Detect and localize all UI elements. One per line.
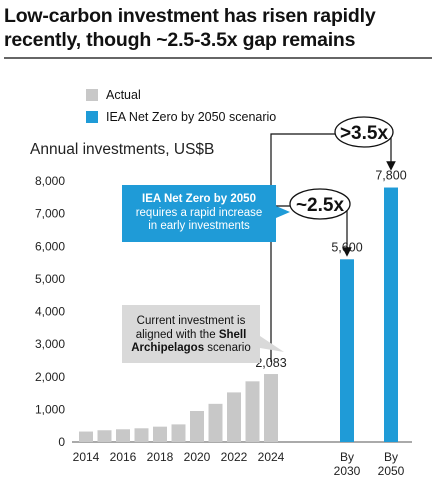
current-callout-shell: Shell — [218, 328, 247, 341]
current-callout-pointer — [260, 336, 284, 352]
legend-swatch-scenario — [86, 111, 98, 123]
bar-actual-2014 — [79, 431, 93, 442]
gap-high-oval — [334, 116, 394, 148]
y-tick-label: 4,000 — [35, 305, 65, 319]
current-callout-line1: Current investment is — [136, 315, 246, 327]
bar-actual-2024 — [264, 374, 278, 442]
gap-high-label: >3.5x — [340, 123, 389, 144]
bar-actual-2015 — [97, 430, 112, 442]
y-tick-label: 0 — [58, 435, 65, 449]
x-tick-label: 2018 — [147, 450, 174, 464]
chart-title: Low-carbon investment has risen rapidly … — [4, 4, 432, 52]
legend-item-actual: Actual — [86, 84, 276, 106]
title-divider — [4, 57, 432, 59]
x-tick-label: 2022 — [221, 450, 248, 464]
x-tick-label: 2024 — [258, 450, 285, 464]
y-tick-label: 8,000 — [35, 174, 65, 188]
y-axis-label: Annual investments, US$B — [30, 141, 215, 158]
y-tick-label: 6,000 — [35, 239, 65, 253]
bar-actual-2022 — [227, 392, 241, 442]
current-callout-line2: aligned with the Shell — [122, 329, 260, 343]
y-tick-label: 5,000 — [35, 272, 65, 286]
x-tick-label-scenario: 2030 — [334, 464, 361, 478]
bar-actual-2018 — [153, 426, 167, 442]
bar-actual-2019 — [171, 424, 186, 442]
current-callout-line2a: aligned with the — [135, 328, 219, 341]
gap-high-bracket — [270, 133, 396, 362]
y-tick-label: 2,000 — [35, 370, 65, 384]
legend-item-scenario: IEA Net Zero by 2050 scenario — [86, 106, 276, 128]
scenario-callout: IEA Net Zero by 2050 requires a rapid in… — [122, 185, 276, 242]
title-line-2: recently, though ~2.5-3.5x gap remains — [4, 29, 356, 51]
bar-scenario-1 — [384, 187, 398, 442]
bar-actual-2023 — [245, 381, 260, 442]
scenario-callout-pointer — [276, 206, 290, 218]
x-tick-label-scenario: By — [384, 450, 398, 464]
current-investment-callout: Current investment is aligned with the S… — [122, 305, 260, 363]
x-tick-label: 2016 — [110, 450, 137, 464]
current-callout-line3b: scenario — [204, 342, 251, 354]
y-tick-label: 1,000 — [35, 402, 65, 416]
legend-swatch-actual — [86, 89, 98, 101]
x-tick-label-scenario: By — [340, 450, 354, 464]
scenario-callout-line3: in early investments — [148, 220, 250, 232]
gap-low-label: ~2.5x — [296, 195, 345, 216]
x-tick-label: 2020 — [184, 450, 211, 464]
y-tick-label: 3,000 — [35, 337, 65, 351]
data-label-2024: 2,083 — [255, 356, 286, 370]
title-line-1: Low-carbon investment has risen rapidly — [4, 5, 376, 27]
scenario-callout-line2: requires a rapid increase — [135, 206, 263, 219]
legend-label-actual: Actual — [106, 88, 141, 102]
bar-actual-2017 — [134, 428, 149, 442]
bar-scenario-0 — [340, 259, 354, 442]
bar-actual-2020 — [190, 411, 204, 442]
scenario-callout-title: IEA Net Zero by 2050 — [142, 193, 256, 205]
bar-actual-2021 — [208, 403, 223, 442]
x-tick-label-scenario: 2050 — [378, 464, 405, 478]
y-tick-label: 7,000 — [35, 207, 65, 221]
x-tick-label: 2014 — [73, 450, 100, 464]
gap-low-oval — [289, 188, 351, 220]
data-label-2050: 7,800 — [375, 169, 406, 183]
legend-label-scenario: IEA Net Zero by 2050 scenario — [106, 110, 277, 124]
current-callout-line3: Archipelagos scenario — [122, 342, 260, 356]
legend: Actual IEA Net Zero by 2050 scenario — [86, 84, 276, 128]
current-callout-archipelagos: Archipelagos — [131, 342, 205, 354]
bar-actual-2016 — [116, 429, 130, 442]
